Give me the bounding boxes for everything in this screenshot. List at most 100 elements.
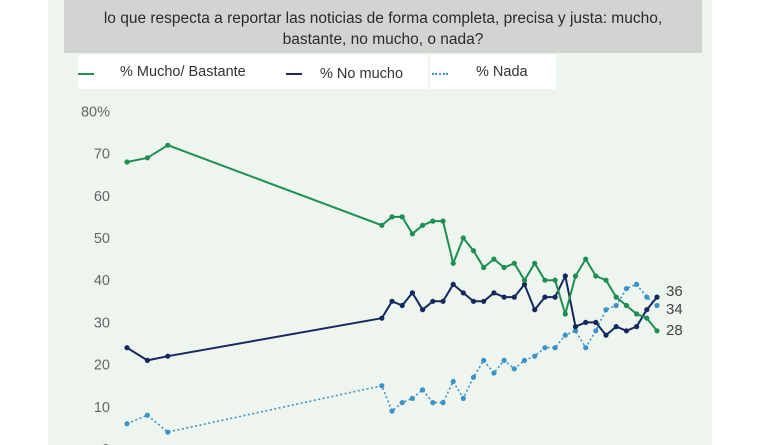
data-point-mucho-bastante [144, 155, 150, 161]
data-point-no-mucho [654, 294, 660, 300]
data-point-mucho-bastante [481, 264, 487, 271]
data-point-no-mucho [481, 298, 487, 304]
data-point-no-mucho [399, 302, 405, 309]
data-point-nada [552, 345, 558, 351]
data-point-no-mucho [124, 345, 130, 351]
data-point-mucho-bastante [420, 222, 426, 228]
data-point-nada [583, 345, 589, 351]
data-point-mucho-bastante [460, 235, 466, 241]
data-point-nada [420, 387, 426, 393]
data-point-mucho-bastante [491, 256, 497, 262]
legend-swatch-no-mucho [286, 73, 302, 75]
legend-item-mucho-bastante: % Mucho/ Bastante [78, 55, 284, 89]
data-point-mucho-bastante [511, 260, 517, 266]
data-point-no-mucho [562, 273, 568, 279]
legend-item-nada: % Nada [430, 55, 556, 89]
data-point-no-mucho [460, 290, 466, 296]
data-point-mucho-bastante [634, 311, 640, 317]
data-point-nada [501, 357, 507, 363]
y-tick-label: 40 [94, 273, 110, 289]
data-point-nada [644, 294, 650, 300]
data-point-mucho-bastante [552, 277, 558, 283]
data-point-nada [165, 429, 171, 435]
data-point-mucho-bastante [562, 311, 568, 317]
series-line-no-mucho [126, 275, 658, 362]
data-point-mucho-bastante [593, 273, 599, 279]
data-point-no-mucho [623, 328, 630, 334]
legend-item-no-mucho: % No mucho [284, 55, 428, 89]
data-point-no-mucho [542, 294, 548, 300]
data-point-no-mucho [409, 290, 415, 296]
data-point-no-mucho [389, 298, 395, 304]
data-point-nada [532, 353, 538, 359]
question-text: lo que respecta a reportar las noticias … [64, 0, 702, 50]
question-header: lo que respecta a reportar las noticias … [64, 0, 702, 53]
data-point-no-mucho [634, 324, 640, 330]
data-point-no-mucho [440, 298, 446, 304]
data-point-nada [654, 302, 660, 309]
data-point-no-mucho [583, 319, 589, 325]
data-point-mucho-bastante [532, 260, 538, 266]
data-point-mucho-bastante [644, 315, 650, 321]
data-point-nada [491, 370, 497, 376]
data-point-no-mucho [470, 298, 477, 304]
data-point-mucho-bastante [583, 256, 589, 262]
data-point-mucho-bastante [450, 260, 456, 266]
data-point-nada [481, 357, 487, 363]
data-point-nada [144, 412, 150, 418]
series-layer [124, 142, 660, 435]
data-point-mucho-bastante [542, 277, 548, 283]
data-point-no-mucho [552, 294, 558, 300]
data-point-nada [389, 408, 395, 414]
data-point-nada [521, 357, 528, 363]
data-point-no-mucho [603, 332, 609, 338]
data-point-no-mucho [379, 315, 385, 321]
data-point-no-mucho [644, 307, 650, 313]
legend-label-mucho-bastante: % Mucho/ Bastante [120, 64, 246, 80]
question-line-2: bastante, no mucho, o nada? [282, 31, 484, 48]
data-point-nada [593, 328, 599, 334]
data-point-nada [613, 302, 619, 309]
y-tick-label: 50 [94, 231, 110, 247]
data-point-no-mucho [593, 319, 599, 325]
data-point-nada [409, 395, 415, 401]
question-line-1: lo que respecta a reportar las noticias … [103, 10, 663, 27]
data-point-mucho-bastante [613, 294, 619, 300]
data-point-nada [623, 286, 630, 292]
data-point-nada [603, 307, 609, 313]
data-point-no-mucho [450, 281, 456, 287]
data-point-nada [379, 383, 385, 389]
data-point-mucho-bastante [379, 222, 385, 228]
data-point-no-mucho [501, 294, 507, 300]
data-point-mucho-bastante [124, 159, 130, 165]
data-point-no-mucho [430, 298, 436, 304]
data-point-nada [542, 345, 548, 351]
data-point-mucho-bastante [572, 273, 579, 279]
y-tick-label: 30 [94, 315, 110, 331]
data-point-mucho-bastante [399, 214, 405, 220]
legend-label-nada: % Nada [476, 64, 528, 80]
data-point-mucho-bastante [623, 302, 630, 309]
y-tick-label: 80% [81, 104, 110, 120]
data-point-mucho-bastante [521, 277, 528, 283]
y-tick-label: 0 [102, 442, 110, 445]
data-point-nada [634, 281, 640, 287]
data-point-nada [470, 374, 477, 380]
data-point-nada [572, 328, 579, 334]
data-point-no-mucho [165, 353, 171, 359]
data-point-no-mucho [532, 307, 538, 313]
data-point-nada [440, 400, 446, 406]
data-point-nada [399, 400, 405, 406]
data-point-no-mucho [521, 281, 528, 287]
y-tick-label: 70 [94, 147, 110, 163]
data-point-no-mucho [491, 290, 497, 296]
data-point-nada [450, 378, 456, 385]
data-point-mucho-bastante [603, 277, 609, 283]
data-point-mucho-bastante [440, 218, 446, 224]
data-point-mucho-bastante [501, 264, 507, 271]
data-point-mucho-bastante [430, 218, 436, 224]
data-point-no-mucho [613, 324, 619, 330]
data-point-no-mucho [511, 294, 517, 300]
